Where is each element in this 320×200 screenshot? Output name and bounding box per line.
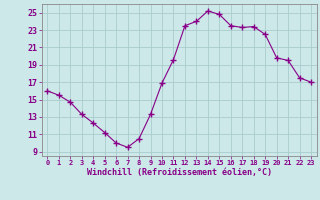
- X-axis label: Windchill (Refroidissement éolien,°C): Windchill (Refroidissement éolien,°C): [87, 168, 272, 177]
